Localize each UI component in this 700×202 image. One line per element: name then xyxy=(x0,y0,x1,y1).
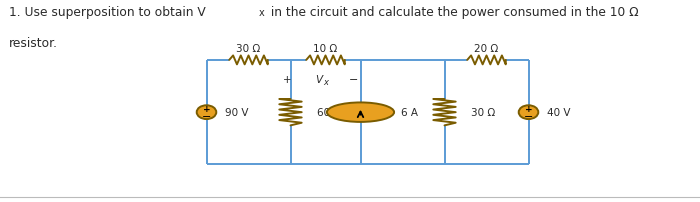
Circle shape xyxy=(327,103,394,122)
Text: −: − xyxy=(202,111,211,121)
Text: +: + xyxy=(283,75,291,85)
Text: 10 Ω: 10 Ω xyxy=(314,44,337,54)
Text: x: x xyxy=(258,8,264,18)
Text: 60 Ω: 60 Ω xyxy=(317,108,342,118)
Ellipse shape xyxy=(519,106,538,119)
Text: 30 Ω: 30 Ω xyxy=(471,108,496,118)
Text: 20 Ω: 20 Ω xyxy=(475,44,498,54)
Text: −: − xyxy=(349,75,358,85)
Text: resistor.: resistor. xyxy=(9,36,58,49)
Text: 90 V: 90 V xyxy=(225,108,248,118)
Text: in the circuit and calculate the power consumed in the 10 Ω: in the circuit and calculate the power c… xyxy=(267,6,638,19)
Text: 40 V: 40 V xyxy=(547,108,570,118)
Text: +: + xyxy=(525,104,532,114)
Text: 1. Use superposition to obtain V: 1. Use superposition to obtain V xyxy=(9,6,206,19)
Text: x: x xyxy=(323,77,329,86)
Text: +: + xyxy=(203,104,210,114)
Text: V: V xyxy=(315,75,322,85)
Text: 30 Ω: 30 Ω xyxy=(237,44,260,54)
Text: 6 A: 6 A xyxy=(401,108,418,118)
Ellipse shape xyxy=(197,106,216,119)
Text: −: − xyxy=(524,111,533,121)
